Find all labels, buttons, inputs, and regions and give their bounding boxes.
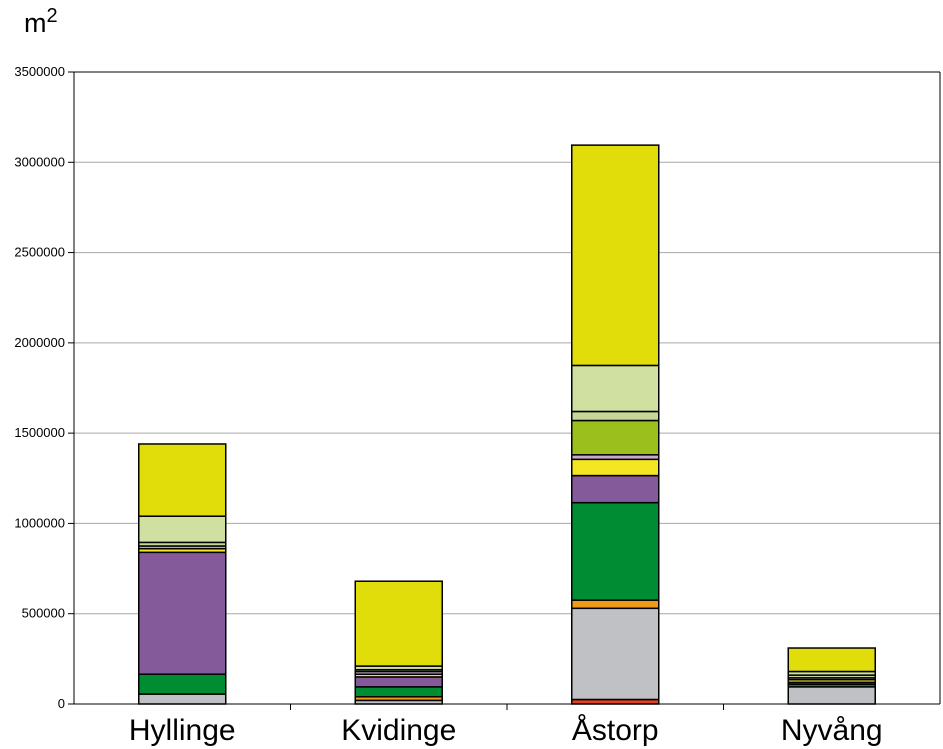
y-tick-label: 1000000 (14, 515, 65, 530)
bar-segment (138, 693, 227, 705)
bar-segment (354, 676, 443, 688)
unit-exponent: 2 (46, 5, 58, 27)
bar-segment (354, 580, 443, 667)
bar-segment (138, 443, 227, 517)
y-tick-label: 2500000 (14, 245, 65, 260)
y-tick-label: 3000000 (14, 154, 65, 169)
y-tick-label: 3500000 (14, 64, 65, 79)
x-category-label: Åstorp (572, 714, 659, 747)
y-tick-label: 2000000 (14, 335, 65, 350)
bar-segment (138, 551, 227, 675)
unit-base: m (24, 8, 47, 38)
bar-segment (571, 458, 660, 477)
bar-segment (571, 599, 660, 610)
bar-segment (787, 647, 876, 673)
y-tick-label: 0 (58, 696, 65, 711)
bar-segment (571, 144, 660, 367)
bar-segment (571, 364, 660, 413)
y-axis-unit-label: m2 (24, 6, 58, 38)
bar-segment (138, 673, 227, 695)
x-category-label: Kvidinge (341, 714, 456, 747)
x-category-label: Nyvång (781, 714, 883, 747)
bar-segment (354, 686, 443, 698)
bar-segment (571, 501, 660, 601)
y-tick-label: 1500000 (14, 425, 65, 440)
y-tick-label: 500000 (22, 606, 65, 621)
x-category-label: Hyllinge (129, 714, 236, 747)
bar-segment (571, 410, 660, 422)
bar-segment (571, 419, 660, 456)
bar-segment (571, 607, 660, 701)
bar-segment (571, 474, 660, 504)
bar-segment (787, 686, 876, 705)
bar-segment (138, 515, 227, 544)
